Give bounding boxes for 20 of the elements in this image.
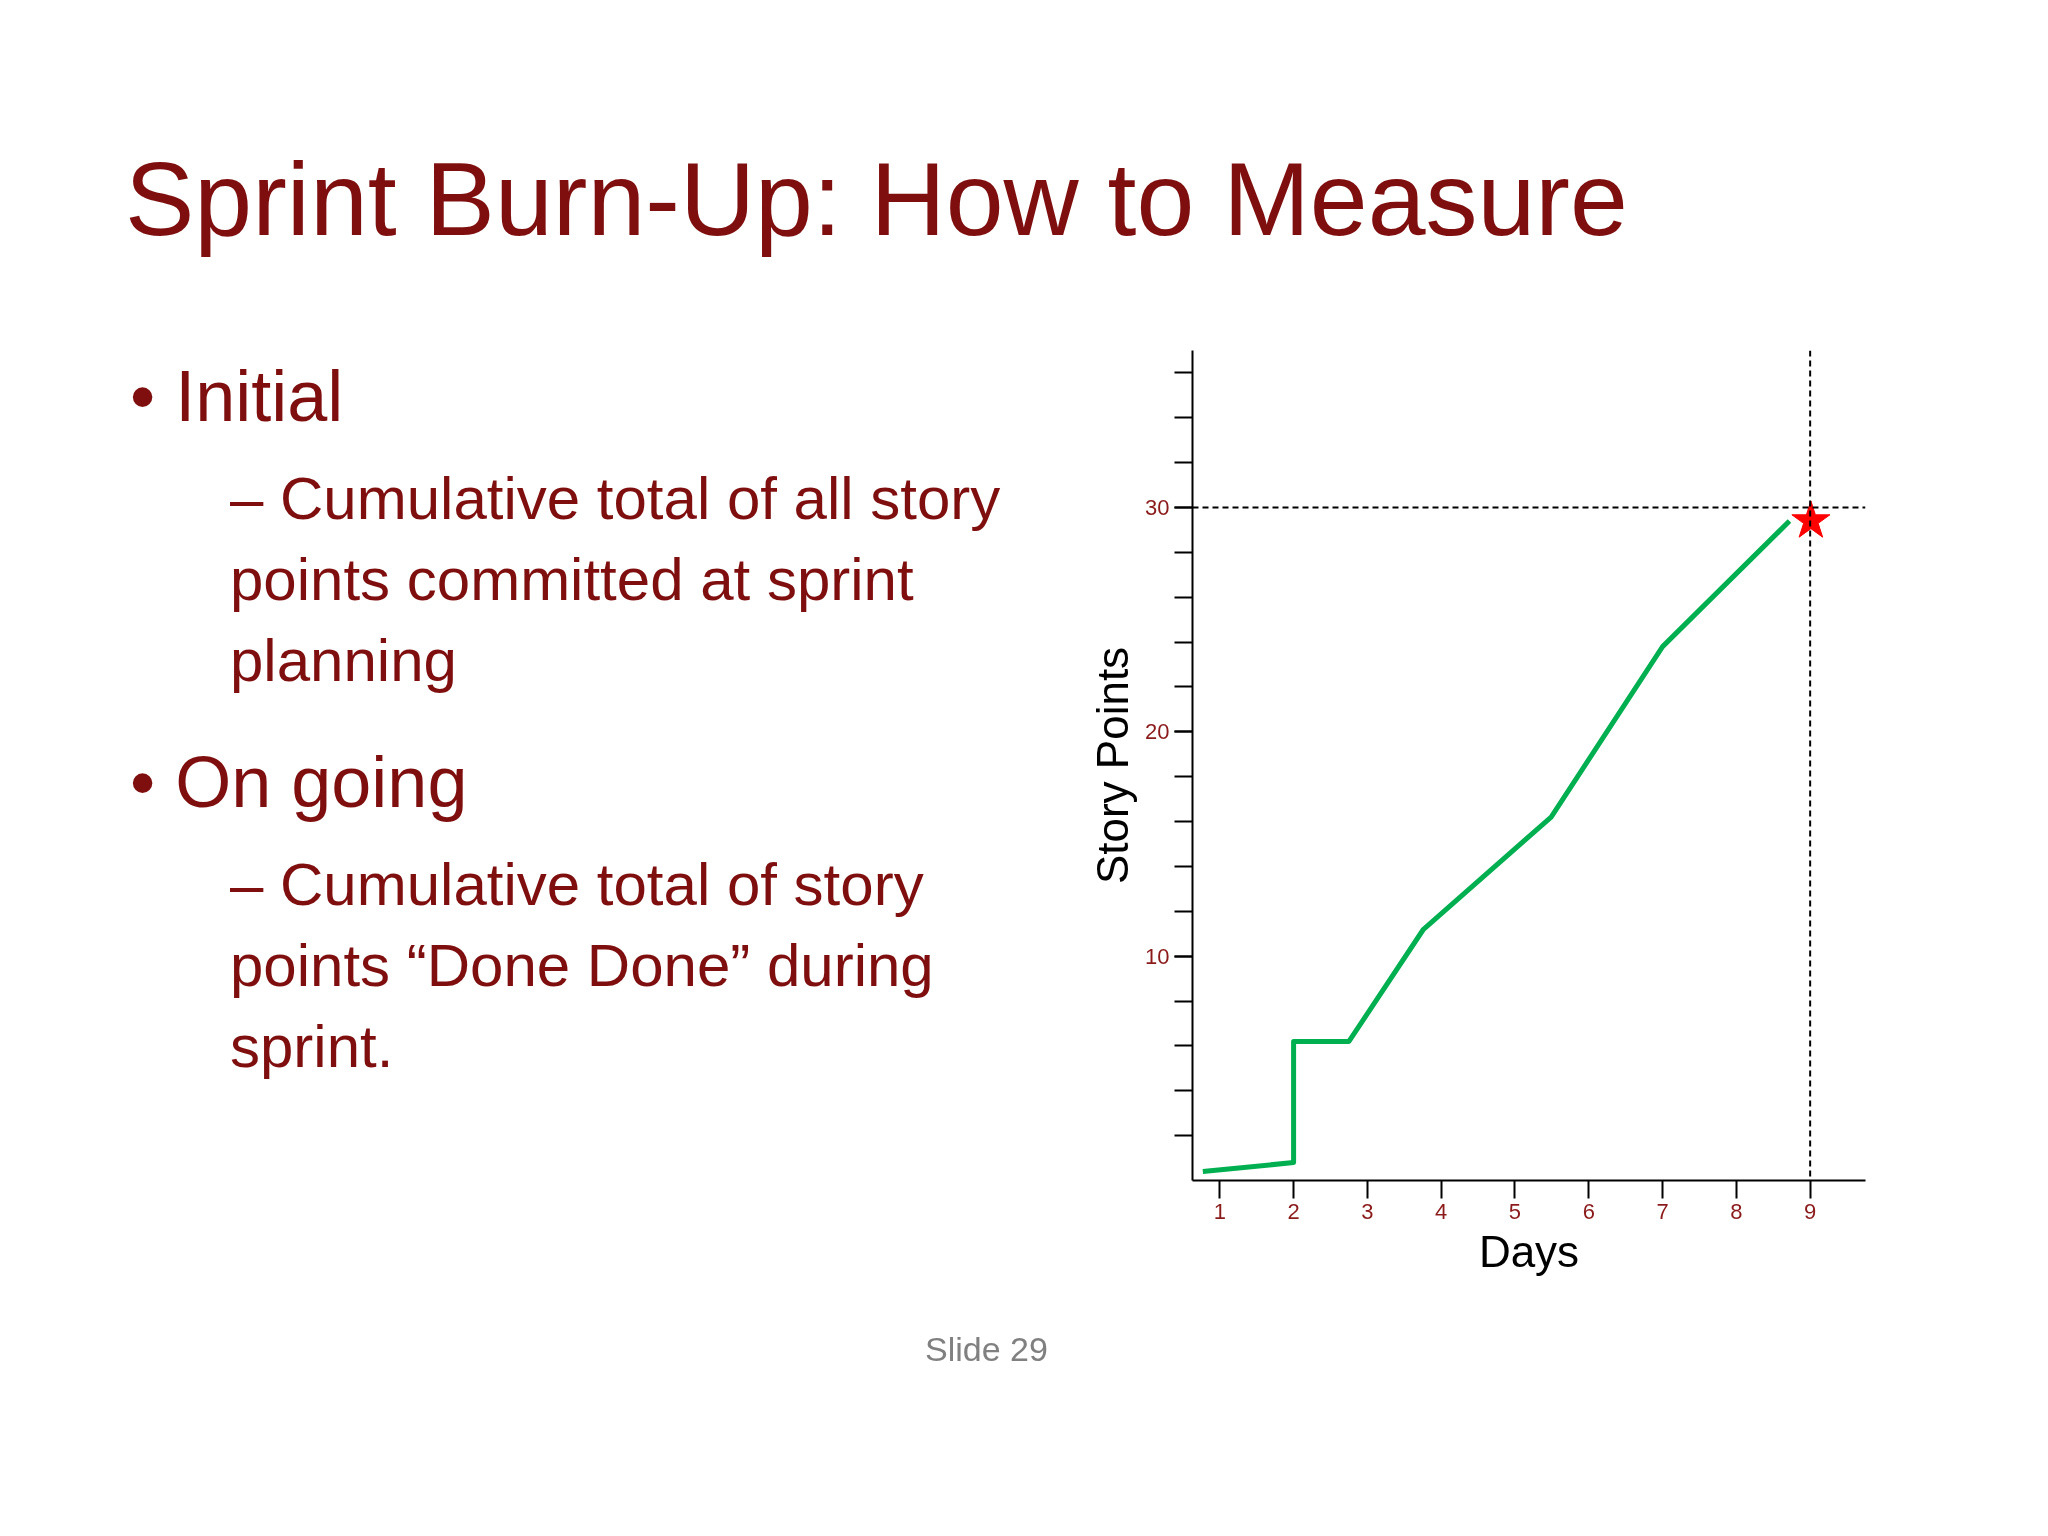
x-axis-title: Days	[1478, 1226, 1580, 1276]
y-tick-label: 30	[1145, 495, 1170, 521]
y-tick-label: 20	[1145, 719, 1170, 745]
x-tick-label: 1	[1213, 1198, 1226, 1224]
x-tick-label: 6	[1582, 1198, 1595, 1224]
text: • On going	[130, 740, 469, 824]
y-tick-label: 10	[1145, 943, 1170, 969]
chart-title: Sprint Burn-Up: How to Measure	[125, 140, 1628, 259]
x-tick-label: 2	[1287, 1198, 1300, 1224]
text: – Cumulative total of all story points committed at sprint planning	[230, 463, 1002, 696]
text: – Cumulative total of story points “Done Done” during sprint.	[230, 849, 935, 1082]
y-axis-title: Story Points	[1088, 646, 1138, 885]
x-tick-label: 5	[1508, 1198, 1522, 1224]
x-tick-label: 3	[1361, 1198, 1374, 1224]
x-tick-label: 4	[1435, 1198, 1448, 1224]
x-tick-label: 9	[1804, 1198, 1817, 1224]
text: Slide 29	[925, 1329, 1048, 1370]
x-tick-label: 7	[1656, 1198, 1669, 1224]
x-tick-label: 8	[1730, 1198, 1743, 1224]
text: • Initial	[130, 355, 345, 438]
